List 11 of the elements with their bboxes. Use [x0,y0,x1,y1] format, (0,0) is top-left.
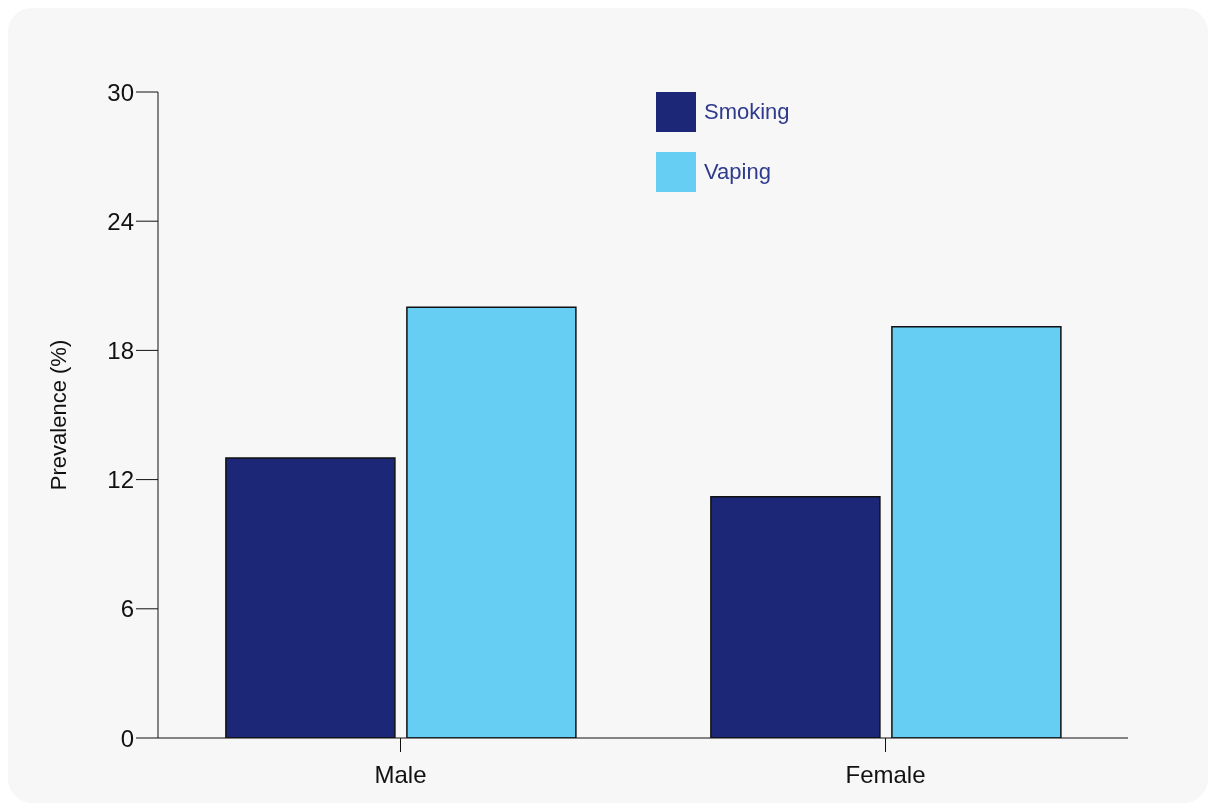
x-tick-label: Female [845,761,926,789]
x-tick-label: Male [374,761,427,789]
y-tick-label: 30 [107,78,134,106]
y-axis-title: Prevalence (%) [45,339,71,491]
y-tick-label: 6 [120,595,134,623]
y-tick-label: 12 [107,466,134,494]
legend-label: Smoking [704,99,790,125]
legend-label: Vaping [704,159,771,185]
y-tick-label: 0 [120,724,134,752]
y-tick-label: 24 [107,207,134,235]
y-tick-label: 18 [107,336,134,364]
